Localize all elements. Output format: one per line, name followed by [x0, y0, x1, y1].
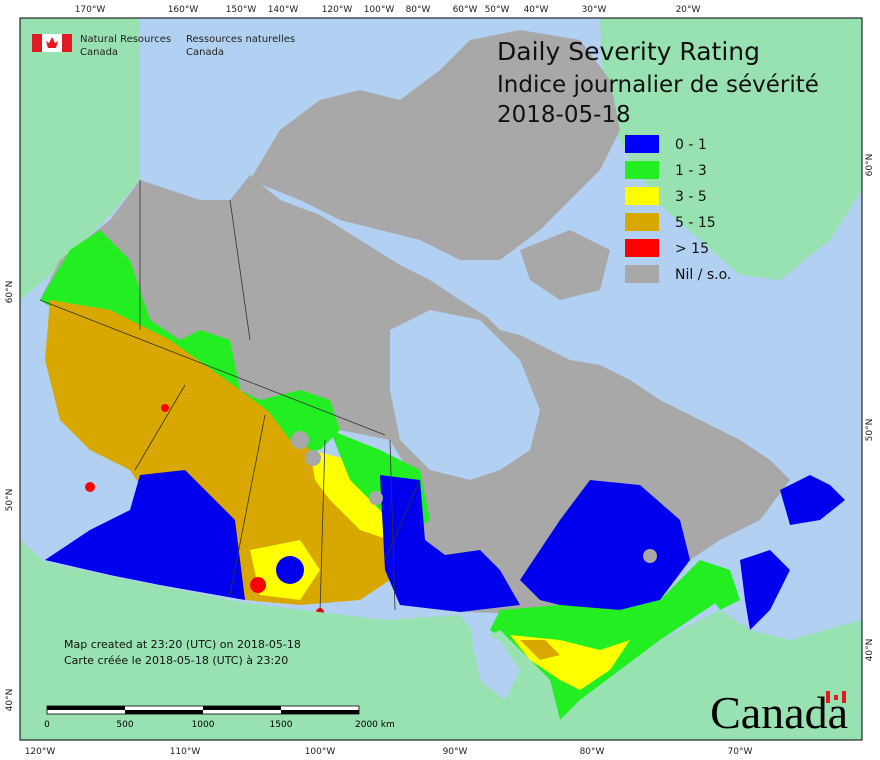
region-high-west — [45, 300, 390, 605]
region-low-north — [260, 390, 340, 450]
region-extreme-spot — [161, 404, 169, 412]
flag-leaf — [46, 37, 58, 48]
lon-label: 110°W — [170, 747, 201, 757]
lon-label: 70°W — [728, 747, 753, 757]
flag-bar — [62, 34, 72, 52]
date: 2018-05-18 — [497, 102, 631, 128]
lon-label: 140°W — [268, 5, 299, 15]
usa — [20, 540, 862, 740]
legend-label: 1 - 3 — [675, 163, 707, 179]
scale-label: 2000 km — [355, 720, 395, 730]
lake — [291, 431, 309, 449]
wordmark-flag — [826, 691, 830, 703]
lon-label: 30°W — [582, 5, 607, 15]
great-lakes — [470, 630, 520, 700]
region-extreme-spot — [85, 482, 95, 492]
hudson-strait — [470, 290, 560, 340]
scale-seg — [281, 710, 359, 714]
footer-fr: Carte créée le 2018-05-18 (UTC) à 23:20 — [64, 654, 288, 667]
alaska — [20, 18, 140, 300]
agency-en: Natural Resources — [80, 34, 171, 45]
scale-label: 1000 — [192, 720, 215, 730]
scale-seg — [203, 706, 281, 710]
lake — [369, 491, 383, 505]
flag-bar — [32, 34, 42, 52]
lon-label: 160°W — [168, 5, 199, 15]
lon-label: 80°W — [406, 5, 431, 15]
region-verylow-prairie — [45, 470, 245, 600]
legend: 0 - 1 1 - 3 3 - 5 5 - 15 > 15 Nil / s.o. — [625, 135, 731, 283]
legend-label: 0 - 1 — [675, 137, 707, 153]
wordmark-flag — [834, 695, 838, 700]
graticule-labels: 170°W 160°W 150°W 140°W 120°W 100°W 80°W 60°W 50… — [5, 5, 875, 757]
legend-label: Nil / s.o. — [675, 267, 731, 283]
agency-en: Canada — [80, 47, 118, 58]
legend-swatch — [625, 187, 659, 205]
region-verylow-spot — [276, 556, 304, 584]
legend-swatch — [625, 213, 659, 231]
lon-label: 150°W — [226, 5, 257, 15]
legend-label: 5 - 15 — [675, 215, 716, 231]
lon-label: 50°W — [485, 5, 510, 15]
legend-swatch — [625, 135, 659, 153]
region-verylow-quebec — [520, 480, 690, 615]
lon-label: 40°W — [524, 5, 549, 15]
lat-label: 60°N — [865, 154, 875, 177]
lon-label: 100°W — [305, 747, 336, 757]
lon-label: 170°W — [75, 5, 106, 15]
agency: Natural Resources Canada Ressources natu… — [32, 34, 295, 58]
wordmark: Canada — [710, 687, 848, 738]
footer-en: Map created at 23:20 (UTC) on 2018-05-18 — [64, 638, 301, 651]
scale-seg — [47, 706, 125, 710]
scale-label: 0 — [44, 720, 50, 730]
legend-label: 3 - 5 — [675, 189, 707, 205]
baffin-island — [520, 230, 610, 300]
legend-swatch — [625, 265, 659, 283]
scale-label: 500 — [116, 720, 133, 730]
scale-bar: 0 500 1000 1500 2000 km — [44, 705, 395, 730]
lon-label: 20°W — [676, 5, 701, 15]
province-borders — [39, 180, 421, 613]
hudson-bay — [390, 310, 540, 480]
lon-label: 60°W — [453, 5, 478, 15]
lon-label: 100°W — [364, 5, 395, 15]
lake — [643, 549, 657, 563]
lon-label: 90°W — [443, 747, 468, 757]
lat-label: 50°N — [5, 489, 15, 512]
lon-label: 120°W — [322, 5, 353, 15]
agency-fr: Ressources naturelles — [186, 34, 295, 45]
greenland — [600, 18, 862, 280]
scale-label: 1500 — [270, 720, 293, 730]
region-extreme-spot — [250, 577, 266, 593]
legend-swatch — [625, 239, 659, 257]
lake — [305, 450, 321, 466]
legend-label: > 15 — [675, 241, 709, 257]
scale-seg — [125, 710, 203, 714]
lon-label: 120°W — [25, 747, 56, 757]
lat-label: 50°N — [865, 419, 875, 442]
arctic-islands — [250, 30, 620, 260]
frame — [19, 17, 863, 741]
lon-label: 80°W — [580, 747, 605, 757]
region-verylow-maritimes — [740, 550, 790, 630]
map-frame — [19, 17, 863, 741]
lat-label: 40°N — [5, 689, 15, 712]
lat-label: 40°N — [865, 639, 875, 662]
region-verylow-newfoundland — [780, 475, 845, 525]
region-verylow-ontario — [380, 475, 520, 612]
lat-label: 60°N — [5, 281, 15, 304]
subtitle: Indice journalier de sévérité — [497, 72, 819, 98]
region-high-east — [520, 640, 560, 660]
title: Daily Severity Rating — [497, 37, 760, 66]
agency-fr: Canada — [186, 47, 224, 58]
region-mod-central — [310, 450, 400, 540]
region-low-maritimes — [700, 570, 740, 610]
wordmark-flag — [842, 691, 846, 703]
legend-swatch — [625, 161, 659, 179]
